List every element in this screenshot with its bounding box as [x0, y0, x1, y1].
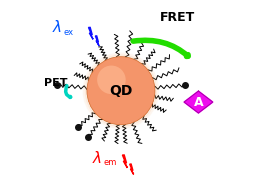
Text: em: em: [104, 158, 117, 167]
Polygon shape: [95, 36, 99, 46]
Circle shape: [85, 55, 157, 127]
Text: ex: ex: [63, 28, 74, 37]
Polygon shape: [184, 91, 213, 113]
Text: FRET: FRET: [160, 11, 195, 23]
Circle shape: [97, 66, 126, 94]
Text: A: A: [194, 96, 203, 108]
Text: $\lambda$: $\lambda$: [52, 19, 62, 35]
FancyArrowPatch shape: [66, 86, 71, 98]
Circle shape: [87, 57, 155, 125]
Text: $\lambda$: $\lambda$: [92, 150, 102, 166]
Text: PET: PET: [44, 78, 68, 88]
Text: QD: QD: [109, 84, 133, 98]
Circle shape: [83, 53, 159, 129]
Polygon shape: [88, 27, 93, 39]
Polygon shape: [130, 164, 134, 174]
Polygon shape: [122, 155, 127, 168]
FancyArrowPatch shape: [133, 40, 188, 57]
